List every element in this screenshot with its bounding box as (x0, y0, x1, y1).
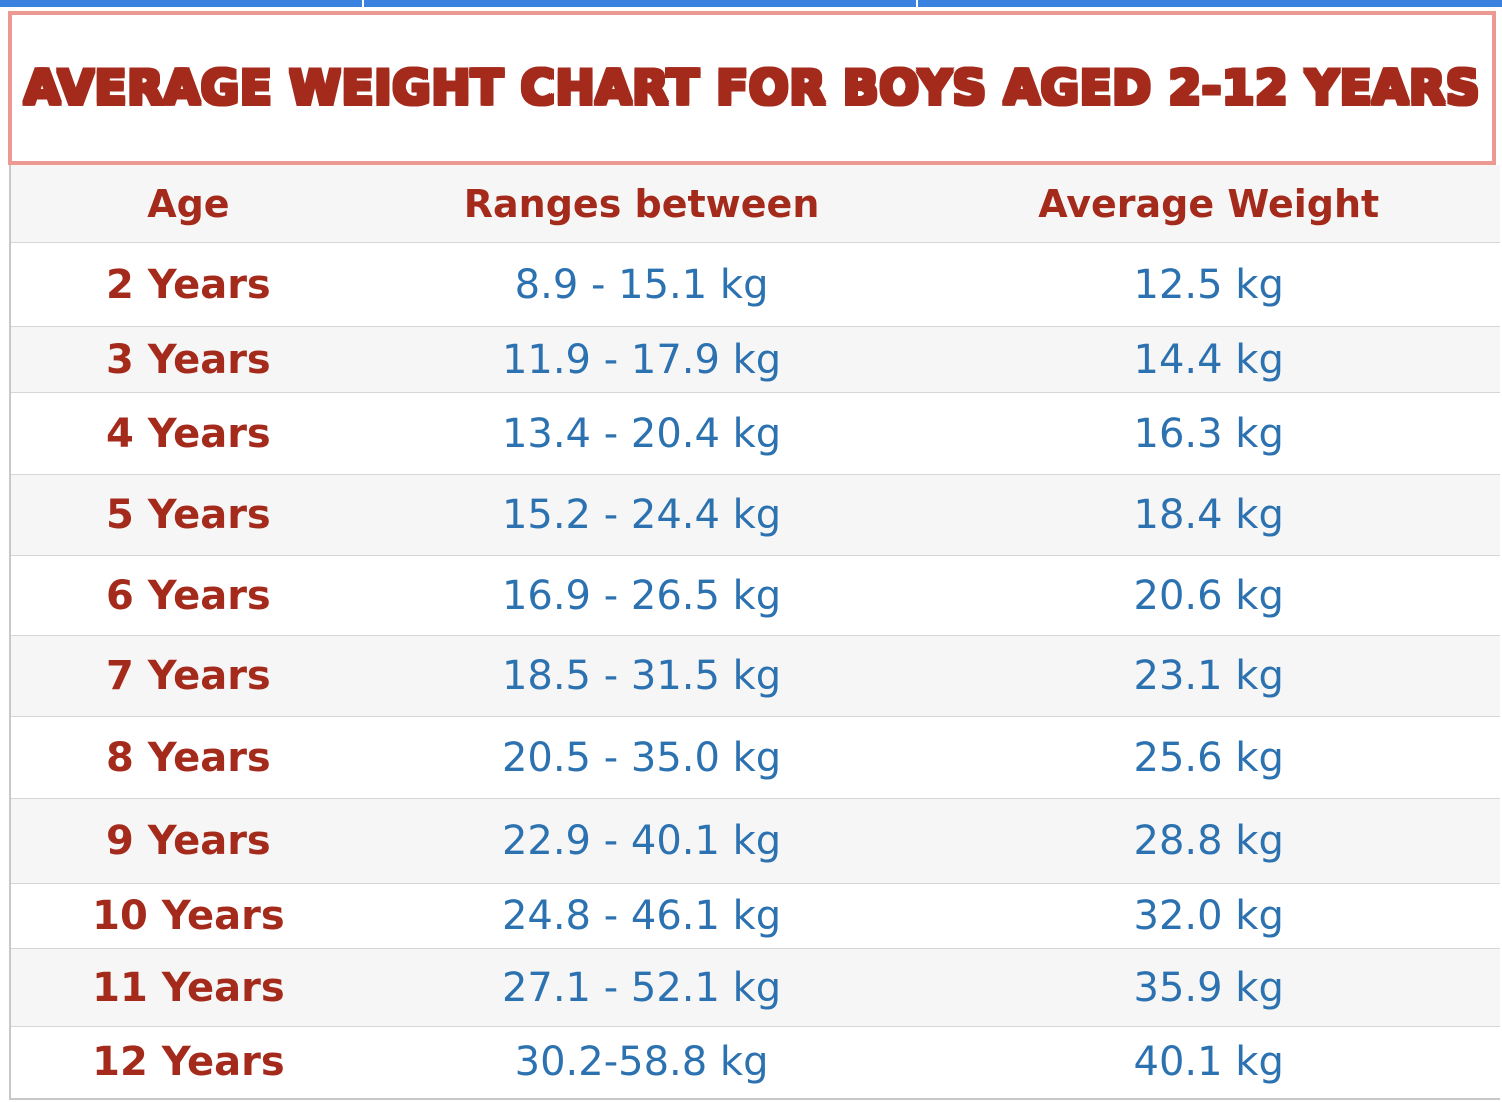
average-weight-cell: 23.1 kg (917, 635, 1500, 717)
table-row: 11 Years 27.1 - 52.1 kg 35.9 kg (10, 948, 1500, 1027)
average-weight-cell: 14.4 kg (917, 326, 1500, 393)
age-cell: 9 Years (10, 798, 366, 884)
table-row: 8 Years 20.5 - 35.0 kg 25.6 kg (10, 716, 1500, 799)
column-header-range: Ranges between (365, 165, 918, 243)
average-weight-cell: 20.6 kg (917, 555, 1500, 636)
column-header-average: Average Weight (917, 165, 1500, 243)
range-cell: 30.2-58.8 kg (365, 1026, 918, 1099)
age-cell: 5 Years (10, 474, 366, 556)
range-cell: 13.4 - 20.4 kg (365, 392, 918, 475)
average-weight-cell: 28.8 kg (917, 798, 1500, 884)
age-cell: 3 Years (10, 326, 366, 393)
age-cell: 10 Years (10, 883, 366, 949)
table-row: 5 Years 15.2 - 24.4 kg 18.4 kg (10, 474, 1500, 556)
range-cell: 16.9 - 26.5 kg (365, 555, 918, 636)
strip-divider (362, 0, 364, 7)
range-cell: 22.9 - 40.1 kg (365, 798, 918, 884)
average-weight-cell: 16.3 kg (917, 392, 1500, 475)
age-cell: 11 Years (10, 948, 366, 1027)
table-header-row: Age Ranges between Average Weight (10, 165, 1500, 243)
top-color-strip (0, 0, 1502, 7)
age-cell: 8 Years (10, 716, 366, 799)
chart-title-text: AVERAGE WEIGHT CHART FOR BOYS AGED 2-12 … (23, 60, 1481, 116)
age-cell: 7 Years (10, 635, 366, 717)
table-row: 7 Years 18.5 - 31.5 kg 23.1 kg (10, 635, 1500, 717)
range-cell: 8.9 - 15.1 kg (365, 242, 918, 327)
range-cell: 20.5 - 35.0 kg (365, 716, 918, 799)
range-cell: 24.8 - 46.1 kg (365, 883, 918, 949)
age-cell: 4 Years (10, 392, 366, 475)
range-cell: 27.1 - 52.1 kg (365, 948, 918, 1027)
age-cell: 2 Years (10, 242, 366, 327)
table-row: 3 Years 11.9 - 17.9 kg 14.4 kg (10, 326, 1500, 393)
average-weight-cell: 25.6 kg (917, 716, 1500, 799)
average-weight-cell: 32.0 kg (917, 883, 1500, 949)
title-box: AVERAGE WEIGHT CHART FOR BOYS AGED 2-12 … (8, 11, 1496, 165)
average-weight-cell: 12.5 kg (917, 242, 1500, 327)
chart-title: AVERAGE WEIGHT CHART FOR BOYS AGED 2-12 … (24, 61, 1480, 116)
weight-table-body: Age Ranges between Average Weight 2 Year… (10, 165, 1500, 1099)
table-row: 4 Years 13.4 - 20.4 kg 16.3 kg (10, 392, 1500, 475)
average-weight-cell: 35.9 kg (917, 948, 1500, 1027)
range-cell: 18.5 - 31.5 kg (365, 635, 918, 717)
table-row: 9 Years 22.9 - 40.1 kg 28.8 kg (10, 798, 1500, 884)
table-row: 12 Years 30.2-58.8 kg 40.1 kg (10, 1026, 1500, 1099)
column-header-age: Age (10, 165, 366, 243)
weight-table: Age Ranges between Average Weight 2 Year… (9, 165, 1500, 1100)
table-row: 6 Years 16.9 - 26.5 kg 20.6 kg (10, 555, 1500, 636)
range-cell: 11.9 - 17.9 kg (365, 326, 918, 393)
table-row: 2 Years 8.9 - 15.1 kg 12.5 kg (10, 242, 1500, 327)
average-weight-cell: 18.4 kg (917, 474, 1500, 556)
table-row: 10 Years 24.8 - 46.1 kg 32.0 kg (10, 883, 1500, 949)
average-weight-cell: 40.1 kg (917, 1026, 1500, 1099)
age-cell: 6 Years (10, 555, 366, 636)
range-cell: 15.2 - 24.4 kg (365, 474, 918, 556)
strip-divider (916, 0, 918, 7)
age-cell: 12 Years (10, 1026, 366, 1099)
